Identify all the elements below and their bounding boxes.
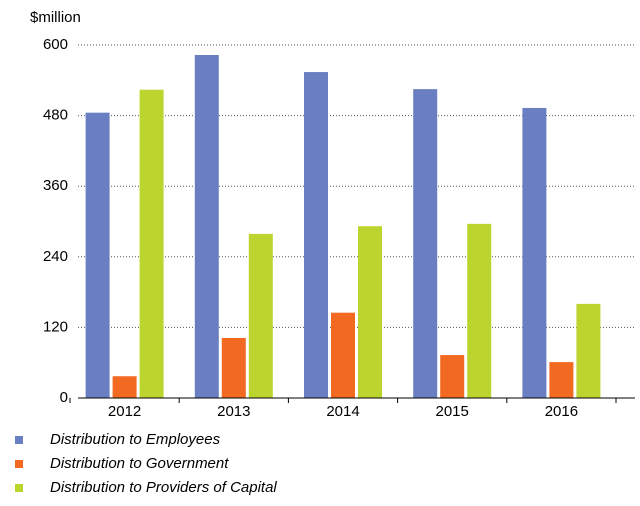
- y-axis-label: $million: [30, 9, 81, 26]
- bar: [112, 376, 137, 398]
- bar: [331, 312, 355, 398]
- x-tick-label: 2014: [326, 403, 359, 420]
- bar: [304, 72, 328, 399]
- bar: [413, 89, 438, 398]
- y-tick-label: 240: [43, 248, 68, 265]
- legend-swatch: [15, 484, 23, 492]
- x-tick-label: 2015: [436, 403, 469, 420]
- x-tick-label: 2012: [108, 403, 141, 420]
- x-tick-label: 2013: [217, 403, 250, 420]
- bar: [440, 355, 465, 398]
- bar: [576, 303, 601, 398]
- legend-swatch: [15, 460, 23, 468]
- x-tick-label: 2016: [545, 403, 578, 420]
- bar: [85, 112, 110, 399]
- y-tick-label: 600: [43, 36, 68, 53]
- legend-swatch: [15, 436, 23, 444]
- legend-label: Distribution to Providers of Capital: [50, 479, 277, 496]
- bar: [358, 226, 382, 398]
- legend-label: Distribution to Government: [50, 455, 229, 472]
- legend-label: Distribution to Employees: [50, 431, 221, 448]
- y-tick-label: 120: [43, 318, 68, 335]
- bar: [221, 337, 246, 398]
- bar: [522, 107, 547, 399]
- y-tick-label: 480: [43, 107, 68, 124]
- bar: [139, 89, 164, 399]
- y-tick-label: 0: [60, 389, 68, 406]
- bar: [549, 362, 574, 398]
- y-tick-label: 360: [43, 177, 68, 194]
- bar: [248, 233, 273, 398]
- bar: [467, 223, 492, 398]
- bar: [194, 55, 219, 398]
